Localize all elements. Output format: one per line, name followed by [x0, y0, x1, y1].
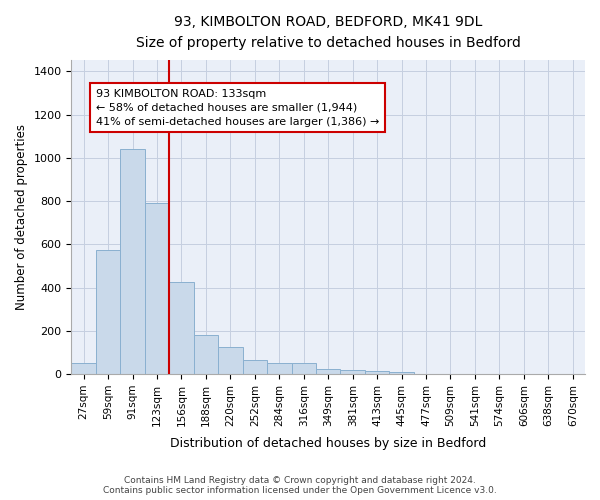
Y-axis label: Number of detached properties: Number of detached properties — [15, 124, 28, 310]
Bar — [365, 371, 389, 374]
Bar — [242, 360, 267, 374]
Title: 93, KIMBOLTON ROAD, BEDFORD, MK41 9DL
Size of property relative to detached hous: 93, KIMBOLTON ROAD, BEDFORD, MK41 9DL Si… — [136, 15, 521, 50]
Bar — [340, 370, 365, 374]
Bar — [194, 335, 218, 374]
Bar — [218, 347, 242, 374]
Bar — [389, 372, 414, 374]
Text: 93 KIMBOLTON ROAD: 133sqm
← 58% of detached houses are smaller (1,944)
41% of se: 93 KIMBOLTON ROAD: 133sqm ← 58% of detac… — [96, 88, 379, 126]
Text: Contains HM Land Registry data © Crown copyright and database right 2024.
Contai: Contains HM Land Registry data © Crown c… — [103, 476, 497, 495]
Bar — [96, 250, 121, 374]
Bar — [169, 282, 194, 374]
Bar — [121, 149, 145, 374]
Bar — [316, 368, 340, 374]
Bar — [267, 363, 292, 374]
Bar — [71, 363, 96, 374]
X-axis label: Distribution of detached houses by size in Bedford: Distribution of detached houses by size … — [170, 437, 487, 450]
Bar — [145, 203, 169, 374]
Bar — [292, 363, 316, 374]
